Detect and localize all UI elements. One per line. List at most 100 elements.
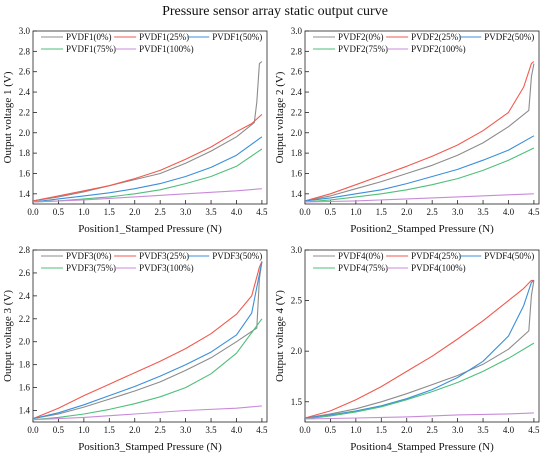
y-tick-label: 2.0 <box>291 346 303 356</box>
x-tick-label: 4.0 <box>503 207 515 217</box>
legend-label: PVDF1(25%) <box>139 32 189 42</box>
x-tick-label: 3.5 <box>477 207 489 217</box>
chart-panel-2: 0.0 0.5 1.0 1.5 2.0 2.5 3.0 3.5 4.0 4.5 1.4 1.6 1.8 2… <box>274 26 540 235</box>
x-axis-label: Position1_Stamped Pressure (N) <box>78 223 222 235</box>
series-line <box>304 193 534 203</box>
y-tick-label: 1.6 <box>19 383 31 393</box>
y-tick-label: 2.5 <box>291 296 303 306</box>
series-line <box>32 261 263 420</box>
y-axis-label: Output voltage 4 (V) <box>274 290 286 382</box>
y-tick-label: 2.8 <box>291 46 303 56</box>
series-line <box>304 61 535 202</box>
legend-label: PVDF3(0%) <box>66 251 112 261</box>
x-tick-label: 2.5 <box>427 207 439 217</box>
y-tick-label: 2.8 <box>19 245 31 255</box>
x-tick-label: 0.0 <box>299 207 311 217</box>
legend-label: PVDF1(100%) <box>139 44 194 54</box>
series-line <box>32 405 262 421</box>
x-tick-label: 1.0 <box>78 425 90 435</box>
legend-label: PVDF2(100%) <box>411 44 466 54</box>
x-tick-label: 3.5 <box>205 207 217 217</box>
series-line <box>304 135 535 202</box>
chart-panel-4: 0.0 0.5 1.0 1.5 2.0 2.5 3.0 3.5 4.0 4.5 1.5 2.0 2.5 3… <box>274 245 540 453</box>
x-tick-label: 4.0 <box>231 425 243 435</box>
x-axis-label: Position4_Stamped Pressure (N) <box>350 441 494 453</box>
series-line <box>304 279 535 419</box>
series-line <box>304 280 535 419</box>
legend-label: PVDF4(100%) <box>411 263 466 273</box>
x-tick-label: 3.0 <box>452 207 464 217</box>
series-line <box>304 342 535 420</box>
legend-label: PVDF1(50%) <box>212 32 262 42</box>
y-tick-label: 2.4 <box>291 87 303 97</box>
y-tick-label: 1.4 <box>291 189 303 199</box>
y-tick-label: 3.0 <box>291 26 303 36</box>
y-tick-label: 2.2 <box>19 107 30 117</box>
x-tick-label: 2.5 <box>155 207 167 217</box>
legend-label: PVDF4(0%) <box>338 251 384 261</box>
series-line <box>304 147 535 203</box>
figure-title: Pressure sensor array static output curv… <box>162 4 388 19</box>
series-line <box>32 136 263 203</box>
x-tick-label: 0.0 <box>299 425 311 435</box>
y-tick-label: 2.0 <box>19 128 31 138</box>
x-tick-label: 2.0 <box>129 207 141 217</box>
x-tick-label: 0.5 <box>325 425 337 435</box>
plot-frame <box>304 249 540 423</box>
x-axis-label: Position3_Stamped Pressure (N) <box>78 441 222 453</box>
y-tick-label: 2.2 <box>19 314 30 324</box>
series-line <box>32 61 263 202</box>
legend-label: PVDF4(75%) <box>338 263 388 273</box>
x-tick-label: 3.0 <box>452 425 464 435</box>
series-line <box>32 261 263 420</box>
y-tick-label: 2.0 <box>19 337 31 347</box>
y-tick-label: 2.8 <box>19 46 31 56</box>
x-tick-label: 1.0 <box>350 207 362 217</box>
series-line <box>32 188 262 203</box>
x-tick-label: 2.5 <box>155 425 167 435</box>
y-tick-label: 1.5 <box>291 397 303 407</box>
legend-label: PVDF2(25%) <box>411 32 461 42</box>
series-line <box>32 113 263 202</box>
y-tick-label: 2.6 <box>19 268 31 278</box>
plot-frame <box>32 249 268 423</box>
y-tick-label: 2.4 <box>19 291 31 301</box>
x-tick-label: 2.5 <box>427 425 439 435</box>
x-tick-label: 4.0 <box>503 425 515 435</box>
series-line <box>32 318 263 421</box>
y-tick-label: 1.4 <box>19 189 31 199</box>
x-tick-label: 1.5 <box>104 207 116 217</box>
x-tick-label: 4.0 <box>231 207 243 217</box>
x-tick-label: 1.0 <box>350 425 362 435</box>
x-tick-label: 2.0 <box>401 207 413 217</box>
x-tick-label: 4.5 <box>528 425 540 435</box>
x-tick-label: 2.0 <box>129 425 141 435</box>
legend-label: PVDF3(25%) <box>139 251 189 261</box>
y-tick-label: 1.8 <box>19 360 31 370</box>
chart-panel-3: 0.0 0.5 1.0 1.5 2.0 2.5 3.0 3.5 4.0 4.5 1.4 1.6 1.8 2… <box>2 245 268 453</box>
y-tick-label: 1.6 <box>291 168 303 178</box>
y-tick-label: 1.4 <box>19 406 31 416</box>
y-tick-label: 2.4 <box>19 87 31 97</box>
y-tick-label: 2.6 <box>291 67 303 77</box>
legend-label: PVDF4(50%) <box>484 251 534 261</box>
y-axis-label: Output voltage 3 (V) <box>2 290 14 382</box>
x-tick-label: 0.5 <box>325 207 337 217</box>
x-tick-label: 3.5 <box>477 425 489 435</box>
x-tick-label: 0.5 <box>53 207 65 217</box>
legend-label: PVDF1(0%) <box>66 32 112 42</box>
legend-label: PVDF3(50%) <box>212 251 262 261</box>
legend-label: PVDF1(75%) <box>66 44 116 54</box>
x-tick-label: 1.5 <box>104 425 116 435</box>
x-tick-label: 0.0 <box>27 425 39 435</box>
y-tick-label: 1.8 <box>291 148 303 158</box>
x-tick-label: 1.5 <box>376 425 388 435</box>
x-tick-label: 3.0 <box>180 207 192 217</box>
y-tick-label: 2.2 <box>291 107 302 117</box>
x-tick-label: 0.5 <box>53 425 65 435</box>
series-line <box>304 63 535 202</box>
x-tick-label: 2.0 <box>401 425 413 435</box>
y-axis-label: Output voltage 1 (V) <box>2 71 14 163</box>
x-tick-label: 4.5 <box>256 425 268 435</box>
